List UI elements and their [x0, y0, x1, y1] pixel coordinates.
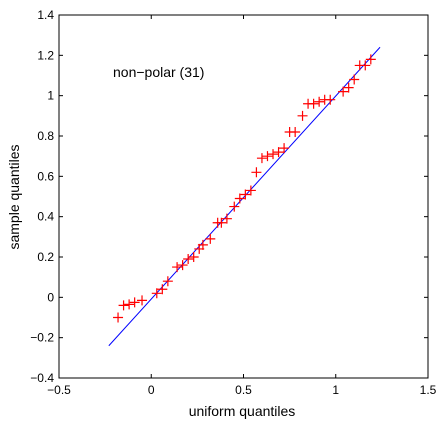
data-point [245, 185, 256, 196]
y-tick-label: 1 [47, 89, 54, 103]
x-tick-label: 0.5 [235, 383, 252, 397]
data-point [177, 260, 188, 271]
plot-area: −0.5 0 0.5 1 1.5 −0.4 −0.2 0 0.2 0.4 0.6 0.8 1 1.2 1.4 [30, 8, 436, 397]
data-point [240, 189, 251, 200]
data-point [162, 276, 173, 287]
data-point [118, 300, 129, 311]
chart-annotation: non−polar (31) [113, 64, 204, 80]
data-point [268, 149, 279, 160]
data-point [183, 254, 194, 265]
data-point [129, 297, 140, 308]
data-point [197, 239, 208, 250]
y-tick-label: −0.2 [30, 331, 54, 345]
data-point [365, 54, 376, 65]
x-tick-label: 1.5 [420, 383, 437, 397]
data-point [297, 110, 308, 121]
y-tick-label: 0.6 [37, 169, 54, 183]
data-point [256, 153, 267, 164]
y-axis-label: sample quantiles [6, 144, 22, 249]
data-point [251, 167, 262, 178]
data-point [234, 193, 245, 204]
data-point [221, 213, 232, 224]
data-point [325, 94, 336, 105]
data-point [205, 233, 216, 244]
data-point [262, 151, 273, 162]
data-point [314, 96, 325, 107]
y-tick-label: 1.4 [37, 8, 54, 22]
data-point [290, 126, 301, 137]
data-point [279, 143, 290, 154]
data-point [216, 217, 227, 228]
data-point [172, 262, 183, 273]
x-axis-label: uniform quantiles [189, 403, 296, 419]
data-point [113, 312, 124, 323]
data-point [157, 284, 168, 295]
y-tick-label: −0.4 [30, 371, 54, 385]
data-point [229, 201, 240, 212]
data-point [360, 60, 371, 71]
reference-line [108, 46, 381, 347]
data-point [273, 147, 284, 158]
y-tick-label: 0.4 [37, 210, 54, 224]
data-point [137, 295, 148, 306]
data-point [151, 288, 162, 299]
x-tick-label: 0 [148, 383, 155, 397]
x-tick-label: −0.5 [47, 383, 71, 397]
y-tick-label: 1.2 [37, 48, 54, 62]
data-point [343, 82, 354, 93]
data-point [349, 74, 360, 85]
data-point [308, 98, 319, 109]
y-tick-label: 0 [47, 290, 54, 304]
y-tick-label: 0.2 [37, 250, 54, 264]
x-tick-label: 1 [332, 383, 339, 397]
data-point [188, 252, 199, 262]
data-point [124, 299, 135, 310]
data-point [338, 86, 349, 97]
y-tick-label: 0.8 [37, 129, 54, 143]
